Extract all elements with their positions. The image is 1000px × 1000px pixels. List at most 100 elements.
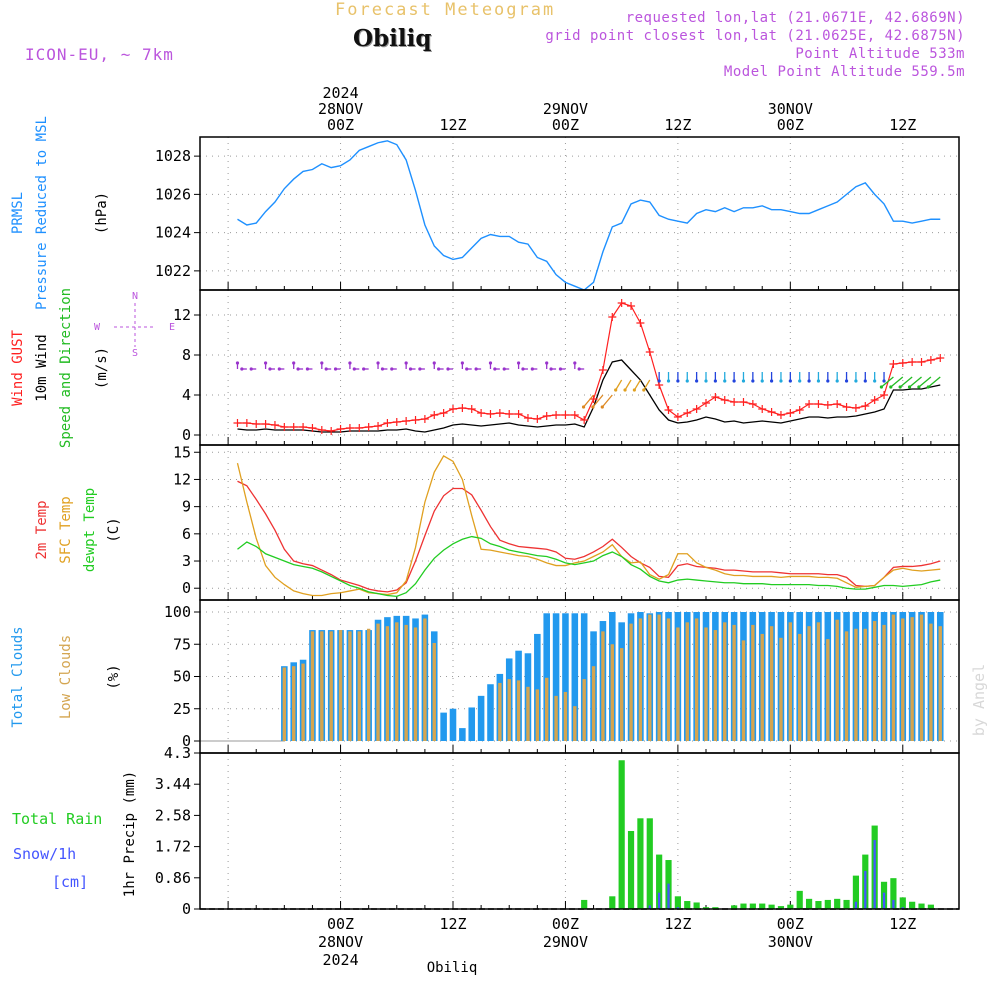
low-clouds-bar (338, 630, 343, 741)
low-clouds-bar (292, 666, 296, 741)
wind-direction-arrowhead (873, 379, 877, 383)
wind-direction-arrowhead (263, 361, 268, 365)
clouds-ytick-label: 50 (173, 668, 191, 686)
wind-direction-arrowhead (835, 379, 839, 383)
compass-s: S (132, 348, 138, 359)
rain-bar (712, 907, 719, 909)
wind-direction-arrowhead (305, 367, 310, 371)
low-clouds-bar (694, 618, 699, 741)
gust-marker (570, 411, 579, 419)
low-clouds-bar (282, 667, 287, 741)
clouds-ytick-label: 75 (173, 635, 191, 653)
gust-marker (317, 426, 326, 434)
model-altitude: Model Point Altitude 559.5m (723, 64, 965, 80)
gust-marker (552, 411, 561, 419)
top-time-label: 2024 (322, 84, 358, 102)
wind-ytick-label: 12 (173, 306, 191, 324)
top-time-label: 30NOV (768, 100, 813, 118)
rain-bar (740, 903, 747, 909)
wind-direction-arrowhead (348, 361, 352, 365)
rain-bar (759, 903, 766, 909)
temp-label-unit: (C) (106, 517, 122, 542)
wind-direction-arrowhead (268, 367, 272, 371)
wind-direction-arrowhead (788, 379, 792, 383)
low-clouds-bar (816, 622, 821, 741)
gust-marker (880, 391, 889, 399)
wind-direction-arrowhead (545, 361, 549, 365)
wind-direction-arrowhead (488, 361, 493, 365)
wind-direction-arrowhead (779, 379, 783, 383)
snow-bar (854, 901, 858, 909)
total-clouds-bar (580, 613, 588, 741)
top-time-label: 28NOV (318, 100, 363, 118)
gust-marker (270, 421, 279, 429)
gust-marker (467, 405, 476, 413)
precip-ytick-label: 4.3 (164, 744, 191, 762)
low-clouds-bar (676, 627, 680, 741)
wind-direction-arrowhead (581, 405, 586, 409)
wind-direction-arrowhead (591, 405, 595, 409)
low-clouds-bar (413, 627, 418, 741)
temp-ytick-label: 3 (182, 552, 191, 570)
gust-marker (242, 419, 251, 427)
total-clouds-bar (440, 712, 447, 741)
chart-title: Forecast Meteogram (335, 0, 556, 20)
low-clouds-bar (648, 614, 652, 741)
wind-direction-arrowhead (240, 367, 244, 371)
gust-marker (327, 427, 336, 435)
wind-direction-arrowhead (380, 367, 385, 371)
precip-panel-frame (199, 752, 960, 910)
gust-marker (477, 409, 486, 417)
gust-marker (280, 423, 289, 431)
bottom-time-label: 00Z (777, 915, 804, 933)
gust-marker (861, 402, 870, 410)
low-clouds-bar (798, 633, 802, 741)
wind-speed-line (237, 359, 941, 433)
gust-marker (420, 415, 429, 423)
wind-gust-line (237, 302, 941, 432)
temp-ytick-label: 9 (182, 498, 191, 516)
gust-marker (898, 359, 907, 367)
low-clouds-bar (310, 631, 315, 741)
gust-marker (739, 398, 748, 406)
low-clouds-bar (863, 628, 867, 741)
wind-label-gust: Wind GUST (10, 330, 26, 406)
wind-direction-arrowhead (362, 367, 366, 371)
station-name: Obiliq (353, 25, 432, 52)
wind-direction-arrowhead (296, 367, 300, 371)
low-clouds-bar (910, 617, 914, 741)
compass-cross (114, 303, 156, 347)
precip-axis-label: 1hr Precip (mm) (122, 771, 138, 897)
wind-direction-arrowhead (437, 367, 441, 371)
low-clouds-bar (357, 631, 361, 741)
low-clouds-bar (732, 624, 736, 741)
gust-marker (505, 410, 514, 418)
wind-direction-arrowhead (760, 379, 764, 383)
gust-marker (523, 414, 532, 422)
low-clouds-bar (498, 682, 502, 741)
wind-direction-arrowhead (408, 367, 413, 371)
low-clouds-bar (901, 618, 905, 741)
clouds-ytick-label: 100 (164, 603, 191, 621)
wind-direction-arrowhead (614, 388, 618, 392)
gust-marker (683, 409, 692, 417)
wind-direction-arrowhead (493, 367, 497, 371)
compass-n: N (132, 291, 138, 302)
wind-direction-arrow (624, 379, 632, 391)
bottom-time-label: 2024 (322, 951, 358, 969)
snow-bar (658, 892, 661, 909)
bottom-time-label: 12Z (439, 915, 466, 933)
wind-direction-arrowhead (704, 379, 708, 383)
wind-direction-arrow (592, 394, 604, 408)
gust-marker (908, 358, 917, 366)
low-clouds-bar (395, 622, 399, 741)
precip-label-cm: [cm] (52, 873, 88, 891)
gust-marker (486, 410, 495, 418)
wind-direction-arrowhead (502, 367, 506, 371)
low-clouds-bar (516, 680, 521, 741)
wind-direction-arrowhead (376, 361, 380, 365)
wind-direction-arrowhead (798, 379, 802, 383)
low-clouds-bar (563, 691, 568, 741)
snow-bar (901, 907, 904, 909)
